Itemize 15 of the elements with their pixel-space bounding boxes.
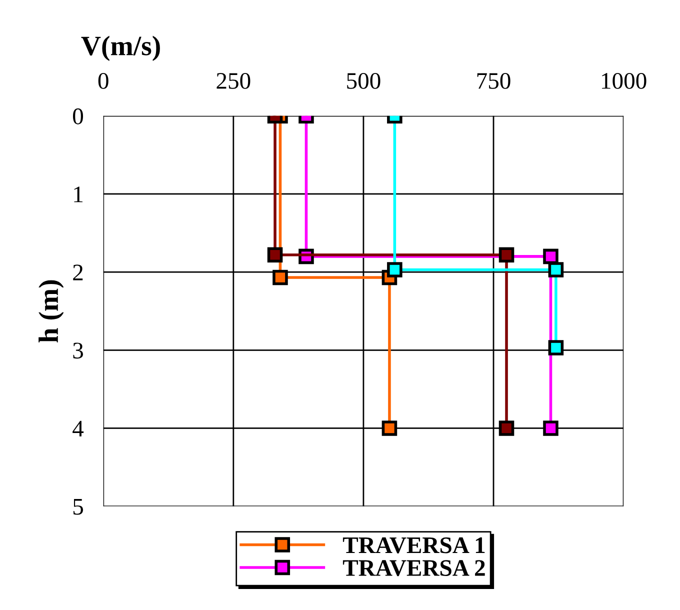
x-tick-label: 1000 <box>602 72 646 89</box>
x-tick-label: 0 <box>98 72 108 89</box>
y-tick-label: 5 <box>73 499 83 515</box>
x-axis-title: V(m/s) <box>81 36 160 61</box>
y-tick-label: 2 <box>73 264 83 280</box>
legend-label: TRAVERSA 1 <box>342 537 485 554</box>
y-tick-label: 4 <box>72 420 84 436</box>
x-tick-label: 500 <box>347 72 380 89</box>
x-tick-label: 250 <box>216 72 250 89</box>
x-tick-label: 750 <box>477 72 510 89</box>
y-axis-title: h (m) <box>38 280 64 342</box>
y-tick-label: 3 <box>73 342 83 359</box>
y-tick-label: 0 <box>73 108 84 124</box>
y-tick-label: 1 <box>74 186 82 202</box>
legend-label: TRAVERSA 2 <box>342 560 485 576</box>
